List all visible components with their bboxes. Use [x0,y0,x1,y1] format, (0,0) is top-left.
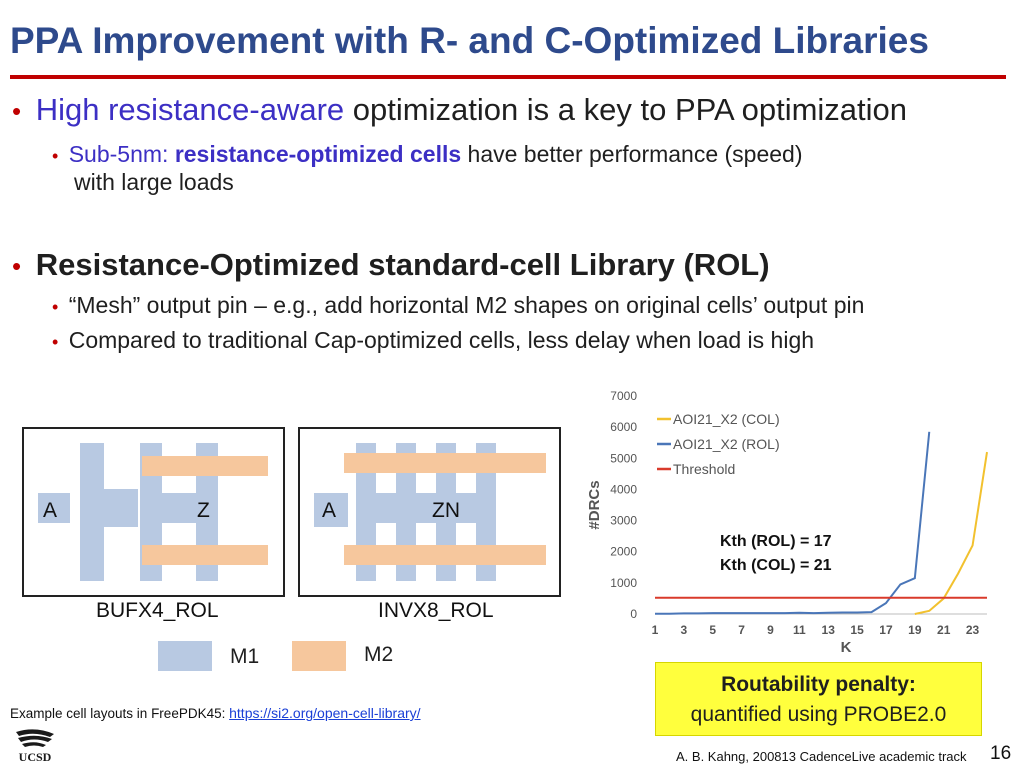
legend-label: AOI21_X2 (ROL) [673,436,780,452]
legend-m2-swatch [292,641,346,671]
bullet-dot: • [52,297,59,317]
x-tick-label: 21 [937,623,951,637]
page-number: 16 [990,743,1012,764]
series-line [914,451,988,615]
ucsd-logo-icon: UCSD [16,729,54,764]
ucsd-logo-text: UCSD [19,750,52,764]
chart-annotation: Kth (COL) = 21 [720,557,832,574]
cell-layout-bufx4: A Z [22,427,285,597]
pin-label-out: ZN [432,499,460,522]
cell-layout-invx8: A ZN [298,427,561,597]
pin-label-in: A [322,499,337,522]
legend-label: Threshold [673,461,735,477]
sub-prefix: Sub-5nm: [68,141,175,167]
bullet-2: • Resistance-Optimized standard-cell Lib… [12,247,770,283]
ucsd-logo: UCSD [10,728,60,764]
bullet-2-sub-1: • “Mesh” output pin – e.g., add horizont… [52,292,864,319]
x-tick-label: 5 [709,623,716,637]
x-tick-label: 19 [908,623,922,637]
bullet-1-highlight: High resistance-aware [35,92,345,127]
legend-m1-label: M1 [230,645,260,668]
penalty-title: Routability penalty: [721,673,916,696]
x-tick-label: 1 [652,623,659,637]
bullet-dot: • [52,146,59,166]
bullet-1-text: optimization is a key to PPA optimizatio… [344,92,908,127]
sub-text: Compared to traditional Cap-optimized ce… [68,327,815,353]
chart-annotation: Kth (ROL) = 17 [720,533,832,550]
m2-shape [344,545,546,565]
x-tick-label: 3 [681,623,688,637]
y-tick-label: 6000 [610,420,637,434]
m1-shape [356,493,496,523]
bullet-2-sub-2: • Compared to traditional Cap-optimized … [52,327,814,354]
x-tick-label: 15 [850,623,864,637]
y-tick-label: 3000 [610,514,637,528]
sub-text: “Mesh” output pin – e.g., add horizontal… [68,292,865,318]
sub-text: have better performance (speed) [461,141,803,167]
penalty-callout: Routability penalty: quantified using PR… [655,662,982,736]
bullet-1: • High resistance-aware optimization is … [12,92,907,128]
cell-name-invx8: INVX8_ROL [378,599,494,622]
y-tick-label: 0 [630,607,637,621]
y-tick-label: 7000 [610,389,637,403]
bullet-dot: • [12,96,22,126]
footer-caption: Example cell layouts in FreePDK45: https… [10,705,421,721]
x-tick-label: 17 [879,623,893,637]
x-tick-label: 7 [738,623,745,637]
bullet-1-sub-line2: with large loads [74,169,234,195]
legend-label: AOI21_X2 (COL) [673,411,780,427]
y-tick-label: 1000 [610,576,637,590]
m1-shape [162,493,196,523]
series-line [655,431,931,615]
m1-shape [38,493,70,523]
slide-title: PPA Improvement with R- and C-Optimized … [10,20,929,61]
y-tick-label: 5000 [610,451,637,465]
footer-credit: A. B. Kahng, 200813 CadenceLive academic… [676,749,967,764]
drc-chart: 0 1000 2000 3000 4000 5000 6000 7000 1 3 5 7 9 11 13 15… [575,382,1005,657]
title-underline [10,75,1006,79]
m1-shape [80,443,104,581]
pin-label-in: A [43,499,58,522]
x-tick-label: 11 [793,623,806,637]
x-tick-label: 9 [767,623,774,637]
bullet-dot: • [12,251,22,281]
m2-shape [142,545,268,565]
m2-shape [344,453,546,473]
legend-m2-label: M2 [364,643,394,666]
y-tick-label: 4000 [610,482,637,496]
x-axis-label: K [841,639,852,656]
y-tick-label: 2000 [610,545,637,559]
footer-link[interactable]: https://si2.org/open-cell-library/ [229,705,421,721]
sub-highlight: resistance-optimized cells [174,141,462,167]
bullet-dot: • [52,332,59,352]
cell-name-bufx4: BUFX4_ROL [96,599,219,622]
m1-shape [314,493,348,527]
x-tick-label: 13 [822,623,836,637]
legend-m1-swatch [158,641,212,671]
x-tick-label: 23 [966,623,980,637]
m2-shape [142,456,268,476]
bullet-2-text: Resistance-Optimized standard-cell Libra… [35,247,770,282]
penalty-subtitle: quantified using PROBE2.0 [690,703,947,726]
y-axis-label: #DRCs [586,480,603,529]
m1-shape [104,489,138,527]
footer-caption-text: Example cell layouts in FreePDK45: [10,706,226,721]
pin-label-out: Z [197,499,210,522]
bullet-1-sub: • Sub-5nm: resistance-optimized cells ha… [52,141,803,168]
